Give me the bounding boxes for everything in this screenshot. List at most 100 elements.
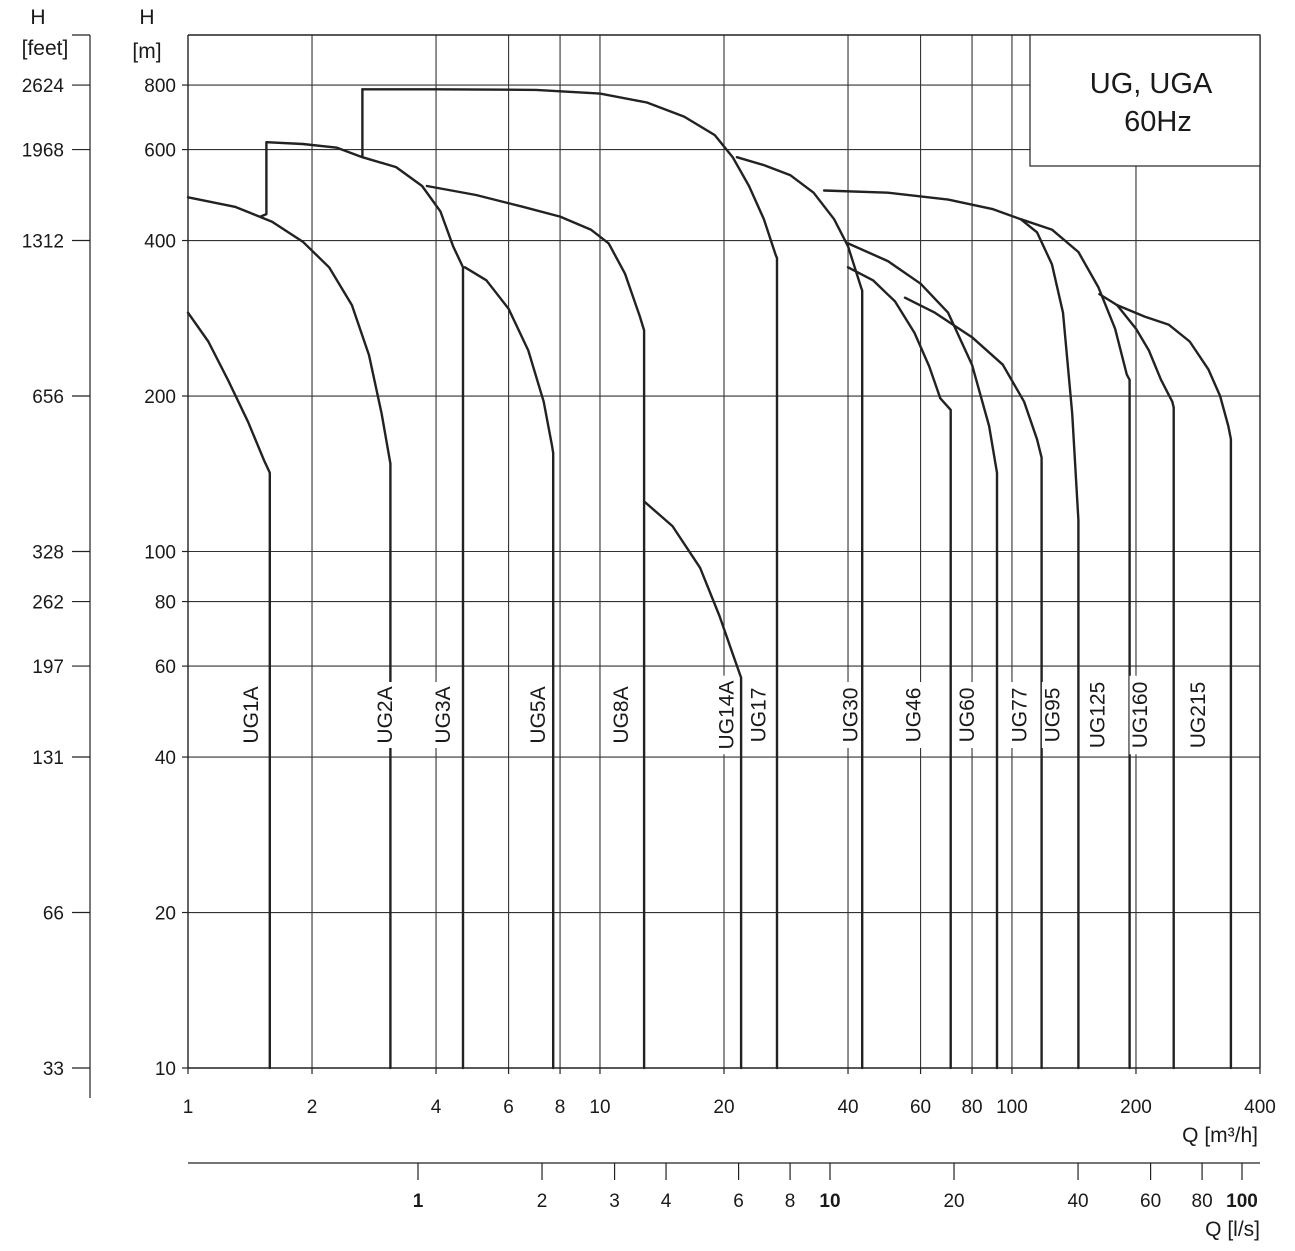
y-m-tick-200: 200 [144,387,176,408]
y-m-tick-600: 600 [144,141,176,162]
title-box: UG, UGA 60Hz [1029,34,1261,167]
y-m-tick-20: 20 [155,904,176,925]
x-ls-tick-6: 6 [733,1191,744,1212]
y-feet-tick-1968: 1968 [22,141,64,162]
x-m3h-tick-4: 4 [431,1097,442,1118]
model-label-bg-ug125 [1087,675,1108,755]
y-m-tick-800: 800 [144,76,176,97]
chart-title-line-1: UG, UGA [1090,68,1213,100]
model-label-bg-ug2a [374,682,395,748]
series-line-ug125 [1019,217,1131,1070]
y-feet-tick-262: 262 [32,593,64,614]
bottom-axes: 1 2 4 6 8 10 20 40 60 80 100 200 400 1 2 3 4 6 8 10 20 40 60 80… [183,1068,1276,1212]
x-m3h-tick-60: 60 [910,1097,931,1118]
y-feet-axis-label-h: H [30,6,45,29]
y-feet-tick-1312: 1312 [22,232,64,253]
series-line-ug46 [846,266,952,1070]
axis-labels: H [feet] H [m] Q [m³/h] Q [l/s] [22,6,1260,1241]
model-label-ug125: UG125 [1087,682,1110,749]
y-feet-tick-656: 656 [32,387,64,408]
series-line-ug160 [1098,292,1175,1070]
model-label-ug46: UG46 [903,688,926,743]
x-m3h-tick-40: 40 [837,1097,858,1118]
x-m3h-tick-10: 10 [589,1097,610,1118]
y-m-axis-label-unit: [m] [132,40,161,63]
left-axes: 10 20 40 60 80 100 200 400 600 800 33 66 131 197 262 32… [22,34,188,1098]
model-label-bg-ug3a [432,682,453,748]
x-ls-tick-3: 3 [609,1191,620,1212]
y-m-tick-400: 400 [144,232,176,253]
x-m3h-tick-100: 100 [996,1097,1028,1118]
y-feet-tick-33: 33 [43,1059,64,1080]
series-line-ug60 [846,242,999,1070]
model-label-bg-ug77 [1008,682,1029,748]
model-label-bg-ug160 [1129,675,1150,755]
chart-title-line-2: 60Hz [1124,106,1192,138]
series-line-ug3a [259,88,364,218]
series-line-ug1a [186,311,271,1070]
y-m-tick-100: 100 [144,543,176,564]
model-labels: UG1A UG2A UG3A UG5A UG8A UG14A UG17 UG30 UG46 UG6… [240,675,1210,755]
model-label-bg-ug1a [240,682,261,748]
y-feet-tick-197: 197 [32,657,64,678]
model-label-bg-ug5a [527,682,548,748]
x-ls-tick-60: 60 [1140,1191,1161,1212]
series-line-ug2a [186,196,392,1070]
x-m3h-tick-8: 8 [555,1097,566,1118]
model-label-bg-ug30 [840,682,861,748]
y-m-tick-60: 60 [155,657,176,678]
x-ls-tick-10: 10 [819,1191,840,1212]
model-label-bg-ug17 [748,682,769,748]
x-m3h-tick-20: 20 [713,1097,734,1118]
model-label-ug77: UG77 [1009,688,1032,743]
series-line-ug215 [1115,303,1233,1070]
y-m-axis-label-h: H [139,6,154,29]
y-m-tick-10: 10 [155,1059,176,1080]
model-label-ug30: UG30 [840,688,863,743]
y-feet-tick-328: 328 [32,543,64,564]
model-label-ug2a: UG2A [374,686,397,743]
model-label-bg-ug14a [715,675,736,755]
series-line-ug3a-curve [361,155,465,1070]
x-m3h-tick-200: 200 [1120,1097,1152,1118]
model-label-bg-ug60 [956,682,977,748]
series-line-ug77 [903,296,1043,1070]
x-m3h-tick-2: 2 [307,1097,318,1118]
series-line-ug5a [463,266,555,1070]
series-lines [186,88,1233,1070]
model-label-bg-ug95 [1041,682,1062,748]
x-ls-tick-8: 8 [785,1191,796,1212]
series-line-ug95 [822,189,1080,1070]
x-m3h-tick-400: 400 [1244,1097,1276,1118]
x-ls-tick-1: 1 [413,1191,424,1212]
model-label-ug160: UG160 [1129,682,1152,749]
series-line-ug14a [642,500,743,1070]
title-box-frame [1029,34,1261,167]
x-m3h-tick-6: 6 [503,1097,514,1118]
model-label-ug5a: UG5A [527,686,550,743]
series-line-ug8a [425,184,646,1070]
y-feet-tick-66: 66 [43,904,64,925]
model-label-bg-ug215 [1187,675,1208,755]
series-line-ug17 [361,88,779,1070]
x-ls-tick-40: 40 [1067,1191,1088,1212]
x-axis-label-m3h: Q [m³/h] [1182,1124,1258,1147]
model-label-ug1a: UG1A [240,686,263,743]
x-ls-tick-20: 20 [943,1191,964,1212]
model-label-ug3a: UG3A [432,686,455,743]
y-feet-tick-131: 131 [32,748,64,769]
x-ls-tick-2: 2 [537,1191,548,1212]
model-label-ug8a: UG8A [610,686,633,743]
model-label-ug60: UG60 [956,688,979,743]
model-label-ug14a: UG14A [715,681,738,750]
y-m-tick-40: 40 [155,748,176,769]
y-feet-axis-label-unit: [feet] [22,37,69,60]
model-label-bg-ug8a [610,682,631,748]
y-feet-tick-2624: 2624 [22,76,65,97]
model-label-ug95: UG95 [1041,688,1064,743]
y-m-tick-80: 80 [155,593,176,614]
grid-lines [188,35,1260,1069]
series-line-ug30 [735,155,864,1070]
